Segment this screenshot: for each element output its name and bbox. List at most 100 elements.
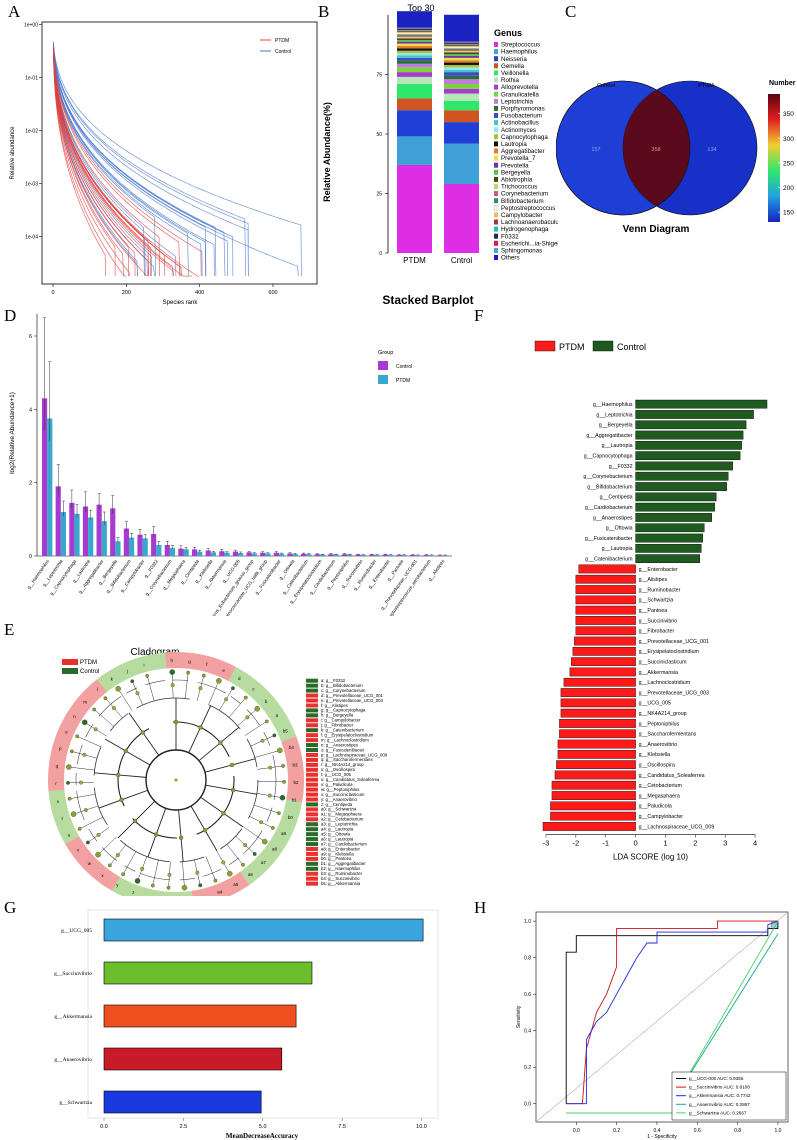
rank-curve xyxy=(53,51,174,277)
legend-swatch xyxy=(494,63,498,69)
y-tick-label: 0.6 xyxy=(524,992,531,998)
legend-label-control: Control xyxy=(617,342,646,352)
lda-label: g__Erysipelatoclostridium xyxy=(639,649,700,655)
legend-swatch xyxy=(494,49,498,55)
bar-segment xyxy=(444,54,479,56)
colorbar-ticks: 150 200 250 300 350 xyxy=(778,111,794,217)
tree-node xyxy=(169,669,175,675)
bar-control xyxy=(96,504,102,556)
ring-letter: r xyxy=(55,781,57,786)
ring-letter: v xyxy=(77,847,80,852)
bar-ptdm xyxy=(74,513,80,556)
category-label: g__UCG_005 xyxy=(61,928,92,934)
clade-label: a1: g__Megasphaera xyxy=(321,812,362,817)
clade-label: y: g__Anaerovibrio xyxy=(321,797,357,802)
importance-bar xyxy=(103,918,424,942)
bar-segment xyxy=(397,29,432,30)
panel-letter-f: F xyxy=(474,306,484,325)
clade-label: p: g__Lachnospiraceae_UCG_009 xyxy=(321,752,388,757)
category-label: PTDM xyxy=(403,256,426,265)
x-axis-label: MeanDecreaseAccuracy xyxy=(226,1132,299,1140)
lda-bar-control xyxy=(635,451,741,461)
bar-segment xyxy=(444,43,479,45)
bar-segment xyxy=(444,41,479,43)
bar-control xyxy=(164,545,170,556)
lda-label: g__Pantoea xyxy=(639,608,668,614)
tree-node xyxy=(67,796,72,801)
bar-ptdm xyxy=(319,554,326,556)
clade-label-swatch xyxy=(306,762,318,767)
tree-node xyxy=(202,828,208,833)
tree-node xyxy=(218,740,223,745)
clade-sector xyxy=(65,836,120,891)
rank-curve xyxy=(53,47,156,277)
bar-control xyxy=(260,552,266,556)
bar-segment xyxy=(397,63,432,68)
legend-label: g__Akkermansia AUC: 0.7742 xyxy=(689,1093,751,1098)
ring-letter: m xyxy=(83,700,87,705)
tree-node xyxy=(241,862,245,867)
legend-label: Granulicatella xyxy=(501,91,539,98)
clade-label-swatch xyxy=(306,856,318,861)
abundance-bar-chart: 0 2 4 6 g__Haemophilusg__Leptotrichiag__Cap… xyxy=(9,314,452,616)
lda-label: g__Succiniclasticum xyxy=(639,660,688,666)
tree-node xyxy=(245,715,250,720)
bar-segment xyxy=(397,38,432,40)
lda-label: g__Paludicola xyxy=(639,804,672,810)
x-axis-label: 1 - Specificity xyxy=(647,1134,677,1140)
tree-node xyxy=(116,772,121,778)
ring-letter: a3 xyxy=(200,895,206,896)
venn-title: Venn Diagram xyxy=(623,224,690,235)
bar-ptdm xyxy=(88,517,94,556)
rank-abundance-chart: 0 200 400 600 1e-04 1e-03 1e-02 1e-01 1e+00 Spec… xyxy=(10,21,318,306)
clade-label-swatch xyxy=(306,772,318,777)
bar-segment xyxy=(397,60,432,64)
bar-segment xyxy=(444,55,479,58)
tree-node xyxy=(115,686,121,692)
tree-node xyxy=(272,733,277,738)
category-label: g__Succinivibrio xyxy=(54,971,92,977)
lda-label: g__Klebsiella xyxy=(639,752,671,758)
legend-label: Porphyromonas xyxy=(501,106,545,113)
bar-segment xyxy=(444,122,479,144)
x-tick-label: 0 xyxy=(633,839,637,848)
ring-letter: n xyxy=(73,714,76,719)
bar-ptdm xyxy=(238,553,244,556)
lda-label: g__Oscillospira xyxy=(639,763,675,769)
bar-control xyxy=(437,555,443,556)
bar-segment xyxy=(397,11,432,28)
bar-segment xyxy=(397,34,432,36)
y-tick-label: 1.0 xyxy=(524,919,531,925)
colorbar-title: Number xyxy=(769,80,796,87)
legend-label: Corynebacterium xyxy=(501,191,548,198)
tree-node xyxy=(279,794,286,801)
lda-bar-ptdm xyxy=(551,780,636,790)
bar-segment xyxy=(444,84,479,89)
panel-letter-b: B xyxy=(318,2,330,21)
legend-label-ptdm: PTDM xyxy=(559,342,585,352)
lda-label: g__Megasphaera xyxy=(639,793,680,799)
rank-curve xyxy=(53,42,249,277)
tree-branch xyxy=(253,804,281,815)
venn-intersection xyxy=(623,81,690,215)
bar-ptdm xyxy=(128,537,135,556)
legend-label-control: Control xyxy=(80,669,99,675)
genus-legend: StreptococcusHaemophilusNeisseriaGemella… xyxy=(493,42,558,262)
legend-label: Capnocytophaga xyxy=(501,134,548,141)
bar-control xyxy=(191,549,198,556)
tree-node xyxy=(135,691,140,696)
x-tick-label: -2 xyxy=(573,839,580,848)
lda-label: g__Alistipes xyxy=(639,577,668,583)
bar-ptdm xyxy=(169,547,176,556)
lda-bar-ptdm xyxy=(554,770,636,780)
rank-curve xyxy=(53,47,202,277)
bar-ptdm xyxy=(265,553,271,556)
x-tick-label: 1 xyxy=(663,839,667,848)
bar-segment xyxy=(444,49,479,51)
lda-bar-ptdm xyxy=(550,811,636,821)
bar-control xyxy=(55,486,61,556)
legend-label-control: Control xyxy=(396,364,412,370)
bar-segment xyxy=(444,110,479,123)
x-tick-label: 200 xyxy=(122,290,131,296)
tree-node xyxy=(186,670,190,675)
